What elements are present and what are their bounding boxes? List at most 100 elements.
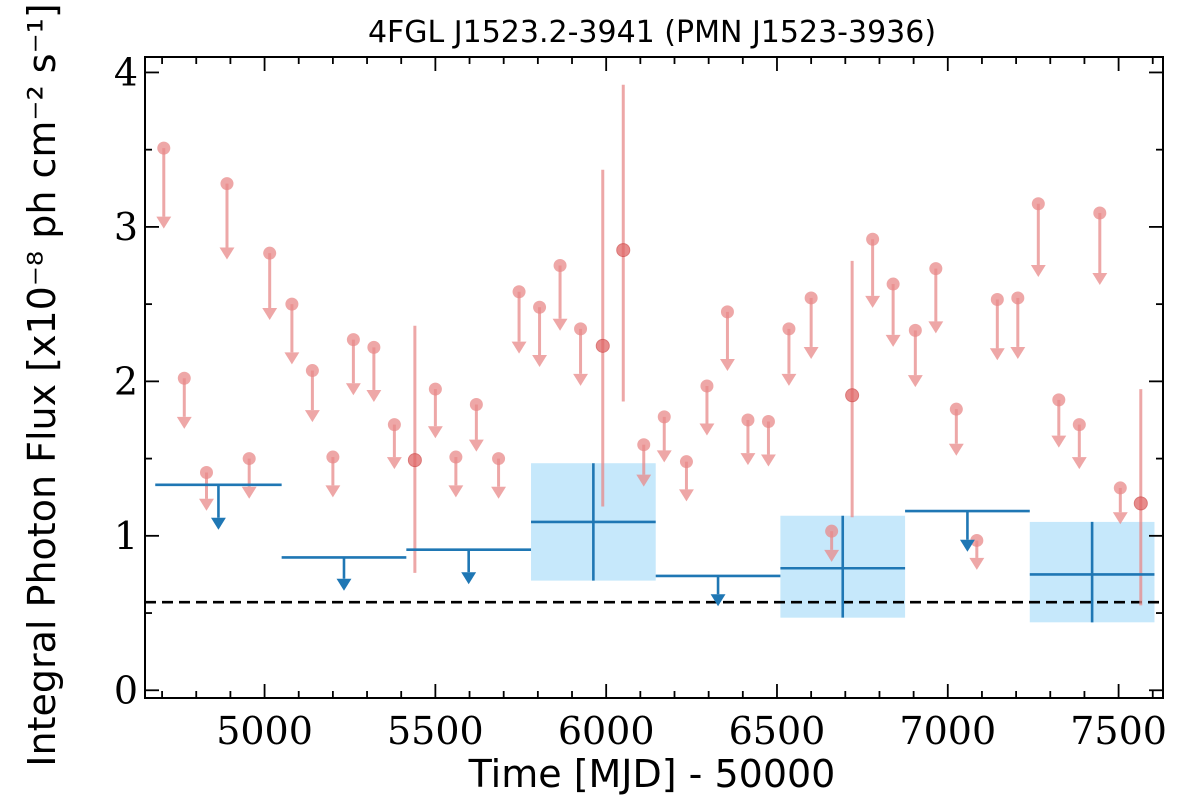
upper-limit-arrowhead (885, 334, 901, 347)
short-bin-upper-limit (1092, 206, 1108, 286)
upper-limit-arrowhead (156, 216, 172, 229)
x-axis-label: Time [MJD] - 50000 (468, 752, 836, 796)
short-bin-marker (177, 371, 191, 385)
short-bin-marker (929, 262, 943, 276)
short-bin-upper-limit (1010, 291, 1026, 359)
short-bin-marker (866, 232, 880, 246)
short-bin-marker (449, 450, 463, 464)
chart-title: 4FGL J1523.2-3941 (PMN J1523-3936) (368, 15, 936, 50)
long-bin-upper-limit (655, 574, 781, 607)
short-bin-marker (949, 402, 963, 416)
short-bin-upper-limit (304, 364, 320, 423)
short-bin-marker (1072, 418, 1086, 432)
short-bin-marker (1052, 393, 1066, 407)
plot-area (145, 84, 1163, 623)
upper-limit-arrowhead (262, 307, 278, 320)
short-bin-upper-limit (325, 450, 341, 498)
short-bin-upper-limit (865, 232, 881, 308)
detection-marker (407, 453, 422, 468)
short-bin-upper-limit (885, 277, 901, 347)
short-bin-marker (679, 455, 693, 469)
short-bin-marker (346, 333, 360, 347)
long-bin-detection (531, 463, 656, 581)
long-bin-arrowhead (959, 539, 975, 552)
short-bin-marker (157, 141, 171, 155)
short-bin-upper-limit (1051, 393, 1067, 448)
upper-limit-arrowhead (241, 486, 257, 499)
short-bin-marker (886, 277, 900, 291)
long-bin-upper-limit (155, 483, 282, 530)
y-tick-label: 1 (114, 514, 138, 558)
upper-limit-arrowhead (532, 355, 548, 368)
short-bin-upper-limit (781, 322, 797, 386)
y-tick-label: 4 (114, 50, 138, 94)
short-bin-upper-limit (989, 292, 1005, 361)
short-bin-upper-limit (241, 452, 257, 499)
short-bin-detection (1133, 389, 1148, 606)
short-bin-marker (1093, 206, 1107, 220)
short-bin-marker (700, 379, 714, 393)
upper-limit-arrowhead (1092, 273, 1108, 286)
x-tick-label: 7500 (1070, 709, 1167, 753)
short-bin-upper-limit (386, 418, 402, 470)
short-bin-upper-limit (366, 340, 382, 402)
short-bin-marker (263, 246, 277, 260)
upper-limit-arrowhead (781, 373, 797, 386)
upper-limit-arrowhead (573, 373, 588, 386)
short-bin-marker (990, 292, 1004, 306)
detection-marker (595, 338, 610, 353)
short-bin-upper-limit (1071, 418, 1087, 470)
short-bin-upper-limit (552, 259, 568, 331)
short-bin-upper-limit (928, 262, 944, 334)
upper-limit-arrowhead (448, 485, 464, 498)
short-bin-upper-limit (199, 465, 214, 511)
short-bin-marker (387, 418, 401, 432)
x-tick-label: 5500 (387, 709, 484, 753)
short-bin-marker (720, 305, 734, 319)
short-bin-upper-limit (699, 379, 715, 436)
long-bin-detection (780, 515, 906, 618)
upper-limit-arrowhead (386, 457, 402, 470)
short-bin-marker (367, 340, 381, 354)
upper-limit-arrowhead (907, 375, 923, 388)
upper-limit-arrowhead (511, 341, 527, 354)
long-bin-upper-limit (281, 556, 407, 591)
upper-limit-arrowhead (345, 383, 361, 396)
short-bin-marker (637, 438, 651, 452)
upper-limit-arrowhead (803, 346, 819, 359)
short-bin-upper-limit (720, 305, 735, 372)
y-tick-label: 0 (114, 668, 138, 712)
short-bin-upper-limit (948, 402, 964, 456)
upper-limit-arrowhead (720, 359, 735, 372)
short-bin-marker (741, 413, 755, 427)
upper-limit-arrowhead (740, 453, 756, 466)
short-bin-marker (574, 322, 588, 336)
short-bin-marker (220, 177, 234, 191)
short-bin-marker (761, 415, 775, 429)
long-bin-upper-limit (406, 548, 532, 585)
upper-limit-arrowhead (552, 318, 568, 331)
short-bin-marker (533, 300, 547, 314)
short-bin-upper-limit (511, 285, 527, 354)
upper-limit-arrowhead (199, 498, 214, 511)
short-bin-upper-limit (760, 415, 776, 467)
short-bin-upper-limit (656, 410, 672, 463)
short-bin-marker (1031, 197, 1045, 211)
short-bin-upper-limit (219, 177, 235, 260)
upper-limit-arrowhead (427, 426, 443, 439)
x-tick-label: 7000 (899, 709, 996, 753)
upper-limit-arrowhead (989, 348, 1005, 361)
short-bin-marker (492, 452, 506, 466)
upper-limit-arrowhead (928, 321, 944, 334)
short-bin-marker (1113, 481, 1127, 495)
short-bin-upper-limit (1112, 481, 1128, 525)
short-bin-marker (970, 533, 984, 547)
upper-limit-arrowhead (636, 474, 652, 487)
long-bin-detection (1029, 521, 1155, 623)
short-bin-marker (199, 465, 213, 479)
detection-marker (1133, 496, 1148, 511)
short-bin-upper-limit (573, 322, 588, 386)
short-bin-upper-limit (345, 333, 361, 396)
upper-limit-arrowhead (325, 485, 341, 498)
